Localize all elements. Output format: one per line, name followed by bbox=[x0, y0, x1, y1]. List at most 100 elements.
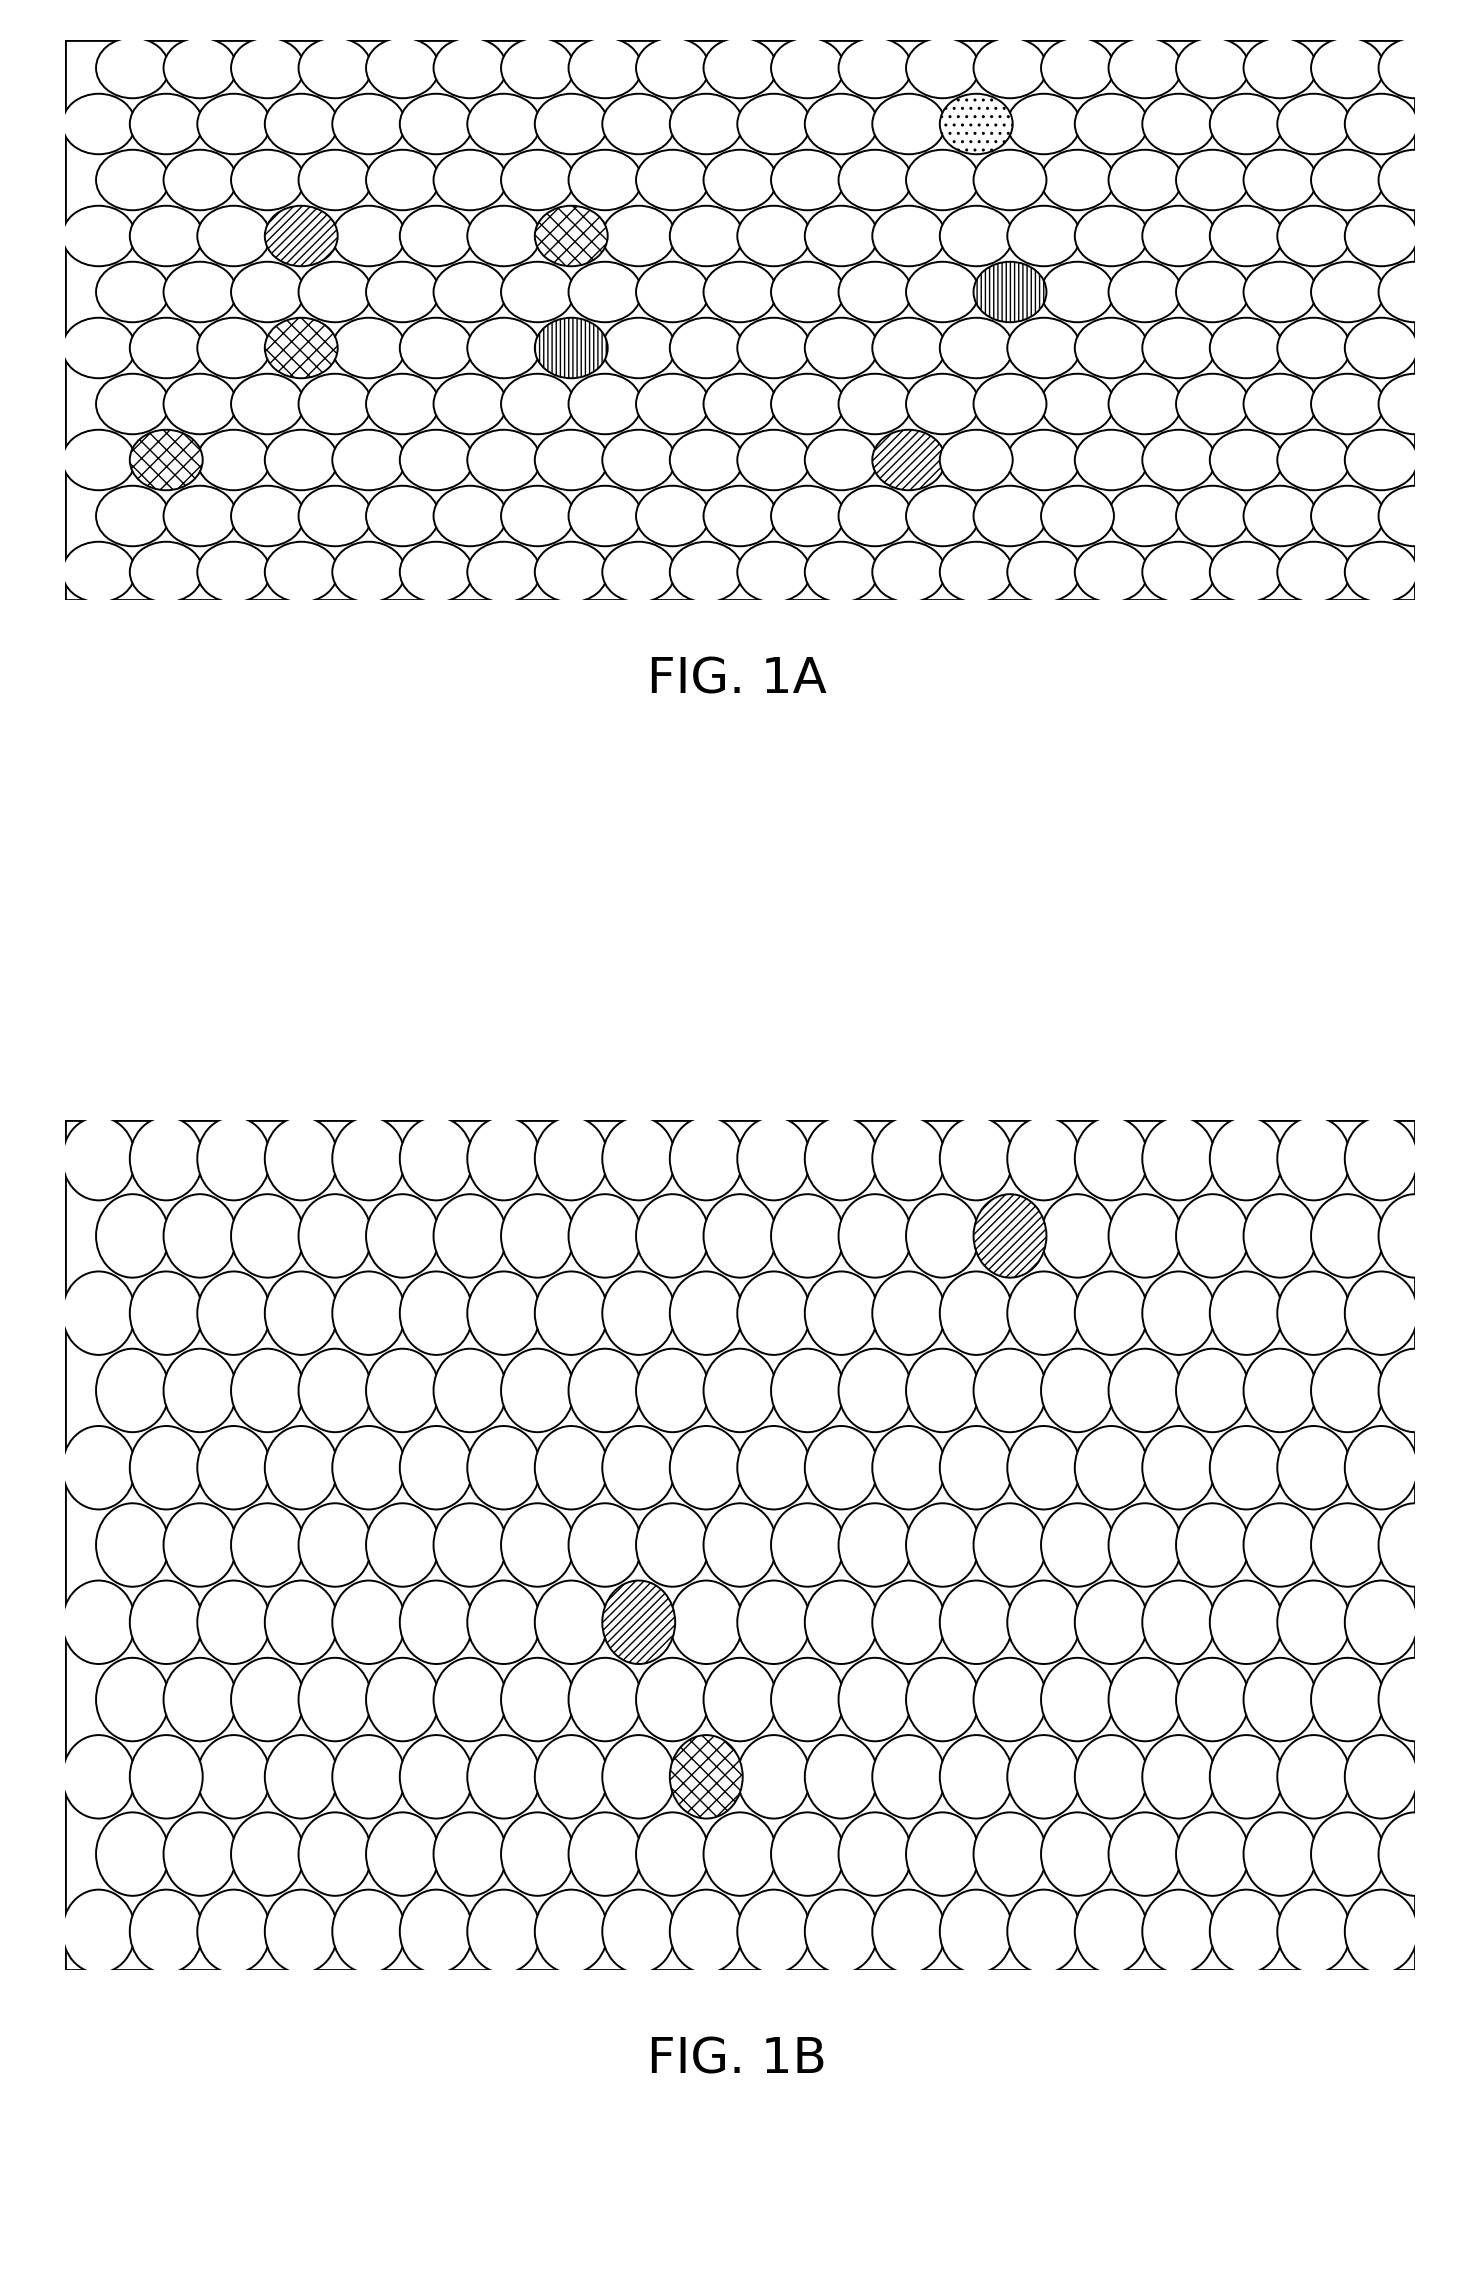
Ellipse shape bbox=[872, 541, 946, 603]
Ellipse shape bbox=[265, 1426, 337, 1510]
Ellipse shape bbox=[872, 1117, 946, 1201]
Ellipse shape bbox=[838, 1658, 912, 1742]
Ellipse shape bbox=[636, 1812, 709, 1897]
Ellipse shape bbox=[704, 150, 776, 209]
Ellipse shape bbox=[1142, 1426, 1215, 1510]
Ellipse shape bbox=[1209, 93, 1283, 155]
Ellipse shape bbox=[636, 39, 709, 98]
Ellipse shape bbox=[770, 373, 844, 434]
Ellipse shape bbox=[940, 1735, 1013, 1819]
Ellipse shape bbox=[1175, 1194, 1249, 1278]
Ellipse shape bbox=[501, 262, 574, 323]
Ellipse shape bbox=[467, 1117, 541, 1201]
Ellipse shape bbox=[838, 150, 912, 209]
Ellipse shape bbox=[1041, 262, 1114, 323]
Ellipse shape bbox=[535, 93, 608, 155]
Ellipse shape bbox=[433, 39, 507, 98]
Ellipse shape bbox=[1345, 430, 1417, 491]
Ellipse shape bbox=[1041, 1194, 1114, 1278]
Ellipse shape bbox=[974, 373, 1046, 434]
Ellipse shape bbox=[501, 1194, 574, 1278]
Ellipse shape bbox=[197, 93, 270, 155]
Ellipse shape bbox=[96, 1812, 169, 1897]
Ellipse shape bbox=[940, 318, 1013, 377]
Ellipse shape bbox=[130, 318, 203, 377]
Ellipse shape bbox=[1311, 373, 1385, 434]
Ellipse shape bbox=[940, 1580, 1013, 1665]
Ellipse shape bbox=[96, 1194, 169, 1278]
Ellipse shape bbox=[838, 487, 912, 546]
Ellipse shape bbox=[738, 93, 810, 155]
Ellipse shape bbox=[872, 1426, 946, 1510]
Ellipse shape bbox=[569, 373, 641, 434]
Ellipse shape bbox=[433, 150, 507, 209]
Ellipse shape bbox=[804, 1426, 878, 1510]
Ellipse shape bbox=[367, 1658, 439, 1742]
Ellipse shape bbox=[1075, 205, 1147, 266]
Ellipse shape bbox=[1008, 1735, 1080, 1819]
Ellipse shape bbox=[1243, 1194, 1317, 1278]
Ellipse shape bbox=[467, 430, 541, 491]
Ellipse shape bbox=[569, 1503, 641, 1587]
Ellipse shape bbox=[333, 1426, 405, 1510]
Ellipse shape bbox=[1311, 1503, 1385, 1587]
Ellipse shape bbox=[872, 1271, 946, 1355]
Ellipse shape bbox=[940, 205, 1013, 266]
Ellipse shape bbox=[838, 39, 912, 98]
Ellipse shape bbox=[1379, 1503, 1451, 1587]
Ellipse shape bbox=[96, 1348, 169, 1433]
Ellipse shape bbox=[265, 541, 337, 603]
Ellipse shape bbox=[535, 205, 608, 266]
Ellipse shape bbox=[1345, 541, 1417, 603]
Ellipse shape bbox=[704, 373, 776, 434]
Ellipse shape bbox=[1243, 487, 1317, 546]
Ellipse shape bbox=[231, 262, 303, 323]
Ellipse shape bbox=[704, 1194, 776, 1278]
Ellipse shape bbox=[602, 1735, 675, 1819]
Ellipse shape bbox=[1109, 1812, 1181, 1897]
Ellipse shape bbox=[974, 262, 1046, 323]
Ellipse shape bbox=[974, 1503, 1046, 1587]
Ellipse shape bbox=[62, 1271, 136, 1355]
Ellipse shape bbox=[130, 541, 203, 603]
Ellipse shape bbox=[602, 1890, 675, 1974]
Ellipse shape bbox=[770, 39, 844, 98]
Ellipse shape bbox=[1175, 39, 1249, 98]
Ellipse shape bbox=[838, 1812, 912, 1897]
Ellipse shape bbox=[333, 1735, 405, 1819]
Ellipse shape bbox=[1379, 262, 1451, 323]
Ellipse shape bbox=[62, 1426, 136, 1510]
Ellipse shape bbox=[1008, 93, 1080, 155]
Ellipse shape bbox=[1109, 39, 1181, 98]
Ellipse shape bbox=[265, 1271, 337, 1355]
Ellipse shape bbox=[1311, 1194, 1385, 1278]
Ellipse shape bbox=[738, 1426, 810, 1510]
Ellipse shape bbox=[433, 1503, 507, 1587]
Ellipse shape bbox=[906, 150, 980, 209]
Ellipse shape bbox=[704, 1812, 776, 1897]
Ellipse shape bbox=[1345, 1271, 1417, 1355]
Ellipse shape bbox=[804, 1580, 878, 1665]
Ellipse shape bbox=[1142, 1117, 1215, 1201]
Ellipse shape bbox=[1345, 1426, 1417, 1510]
Ellipse shape bbox=[130, 1580, 203, 1665]
Ellipse shape bbox=[704, 39, 776, 98]
Ellipse shape bbox=[1379, 1348, 1451, 1433]
Ellipse shape bbox=[738, 1117, 810, 1201]
Ellipse shape bbox=[1277, 430, 1351, 491]
Ellipse shape bbox=[433, 1194, 507, 1278]
Ellipse shape bbox=[1379, 1194, 1451, 1278]
Ellipse shape bbox=[130, 430, 203, 491]
Ellipse shape bbox=[367, 487, 439, 546]
Ellipse shape bbox=[804, 1271, 878, 1355]
Ellipse shape bbox=[1075, 93, 1147, 155]
Ellipse shape bbox=[299, 1503, 371, 1587]
Ellipse shape bbox=[1075, 1735, 1147, 1819]
Ellipse shape bbox=[367, 1194, 439, 1278]
Ellipse shape bbox=[62, 1735, 136, 1819]
Ellipse shape bbox=[1379, 39, 1451, 98]
Ellipse shape bbox=[62, 93, 136, 155]
Ellipse shape bbox=[1277, 1117, 1351, 1201]
Ellipse shape bbox=[940, 430, 1013, 491]
Ellipse shape bbox=[333, 430, 405, 491]
